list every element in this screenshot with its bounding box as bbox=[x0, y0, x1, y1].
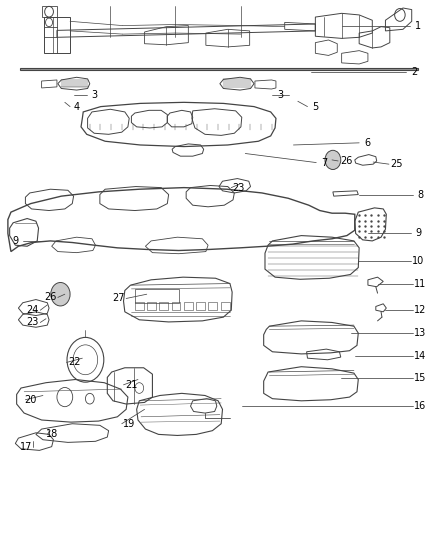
Text: 27: 27 bbox=[112, 294, 124, 303]
Text: 2: 2 bbox=[411, 67, 417, 77]
Text: 19: 19 bbox=[123, 419, 135, 429]
Text: 15: 15 bbox=[414, 374, 427, 383]
Bar bbox=[159, 302, 168, 310]
Text: 26: 26 bbox=[44, 293, 57, 302]
Text: 13: 13 bbox=[414, 328, 427, 338]
Text: 9: 9 bbox=[415, 228, 421, 238]
Bar bbox=[221, 302, 230, 310]
Text: 9: 9 bbox=[12, 236, 18, 246]
Text: 14: 14 bbox=[414, 351, 427, 361]
Text: 3: 3 bbox=[277, 90, 283, 100]
Text: 22: 22 bbox=[68, 358, 81, 367]
Bar bbox=[147, 302, 156, 310]
Text: 20: 20 bbox=[25, 395, 37, 405]
Text: 11: 11 bbox=[414, 279, 427, 288]
Bar bbox=[196, 302, 205, 310]
Text: 7: 7 bbox=[321, 158, 327, 167]
Text: 18: 18 bbox=[46, 430, 59, 439]
Bar bbox=[135, 302, 144, 310]
Text: 10: 10 bbox=[412, 256, 424, 266]
Text: 16: 16 bbox=[414, 401, 427, 411]
Text: 23: 23 bbox=[233, 183, 245, 192]
Bar bbox=[135, 289, 179, 303]
Bar bbox=[184, 302, 193, 310]
Text: 26: 26 bbox=[340, 156, 352, 166]
Text: 21: 21 bbox=[125, 380, 138, 390]
Text: 25: 25 bbox=[390, 159, 403, 169]
Text: 24: 24 bbox=[27, 305, 39, 315]
Text: 23: 23 bbox=[27, 318, 39, 327]
Text: 17: 17 bbox=[20, 442, 32, 451]
Text: 8: 8 bbox=[417, 190, 424, 199]
Text: 6: 6 bbox=[365, 138, 371, 148]
Text: 12: 12 bbox=[414, 305, 427, 315]
Text: 5: 5 bbox=[312, 102, 318, 111]
Bar bbox=[208, 302, 217, 310]
Text: 4: 4 bbox=[74, 102, 80, 111]
Circle shape bbox=[51, 282, 70, 306]
Bar bbox=[172, 302, 180, 310]
Text: 3: 3 bbox=[91, 90, 97, 100]
Text: 1: 1 bbox=[415, 21, 421, 30]
Circle shape bbox=[325, 150, 341, 169]
